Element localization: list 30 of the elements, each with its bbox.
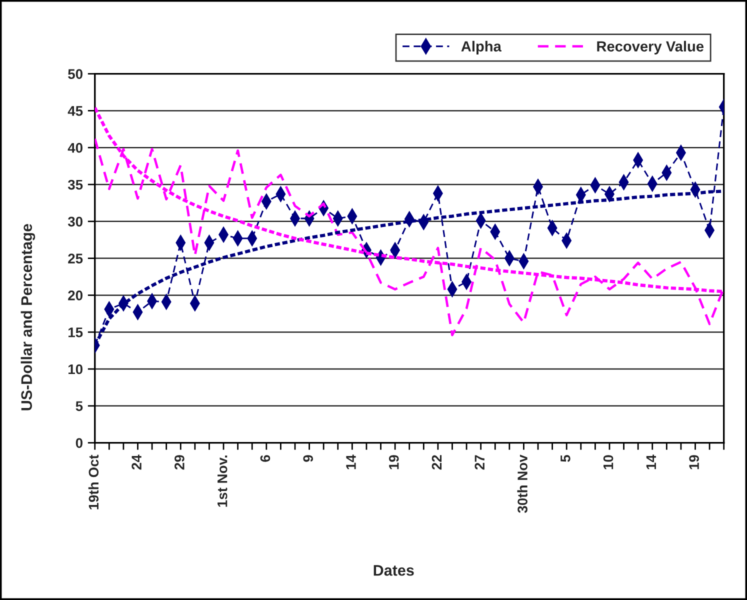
x-tick-label: 27 <box>474 455 484 470</box>
y-tick-label: 45 <box>68 106 83 116</box>
y-tick-label: 5 <box>76 401 83 412</box>
y-tick-label: 30 <box>68 216 82 227</box>
y-tick-label: 35 <box>68 180 83 190</box>
x-tick-label: 19 <box>689 455 699 470</box>
y-tick-label: 10 <box>68 364 82 374</box>
x-tick-label: 14 <box>646 454 656 470</box>
y-tick-label: 50 <box>68 69 82 79</box>
y-axis-title: US-Dollar and Percentage <box>20 224 36 410</box>
x-tick-label: 24 <box>132 454 142 470</box>
x-tick-label: 14 <box>346 454 356 470</box>
x-tick-label: 9 <box>303 455 314 462</box>
x-tick-label: 29 <box>174 455 184 470</box>
x-tick-label: 19 <box>388 455 399 470</box>
x-axis-title: Dates <box>374 565 414 576</box>
x-tick-label: 22 <box>432 455 442 470</box>
x-tick-label: 6 <box>260 455 270 462</box>
x-tick-label: 10 <box>603 455 614 470</box>
legend-label: Alpha <box>461 40 502 54</box>
y-tick-label: 0 <box>76 438 82 448</box>
y-tick-label: 25 <box>68 254 83 264</box>
y-tick-label: 20 <box>68 290 82 300</box>
x-tick-label: 19th Oct <box>88 454 99 510</box>
x-tick-label: 1st Nov. <box>218 456 228 507</box>
x-tick-label: 30th Nov <box>517 454 528 513</box>
x-tick-label: 5 <box>560 454 570 462</box>
y-tick-label: 15 <box>68 328 83 338</box>
y-tick-label: 40 <box>68 142 82 153</box>
legend-label: Recovery Value <box>597 40 704 54</box>
